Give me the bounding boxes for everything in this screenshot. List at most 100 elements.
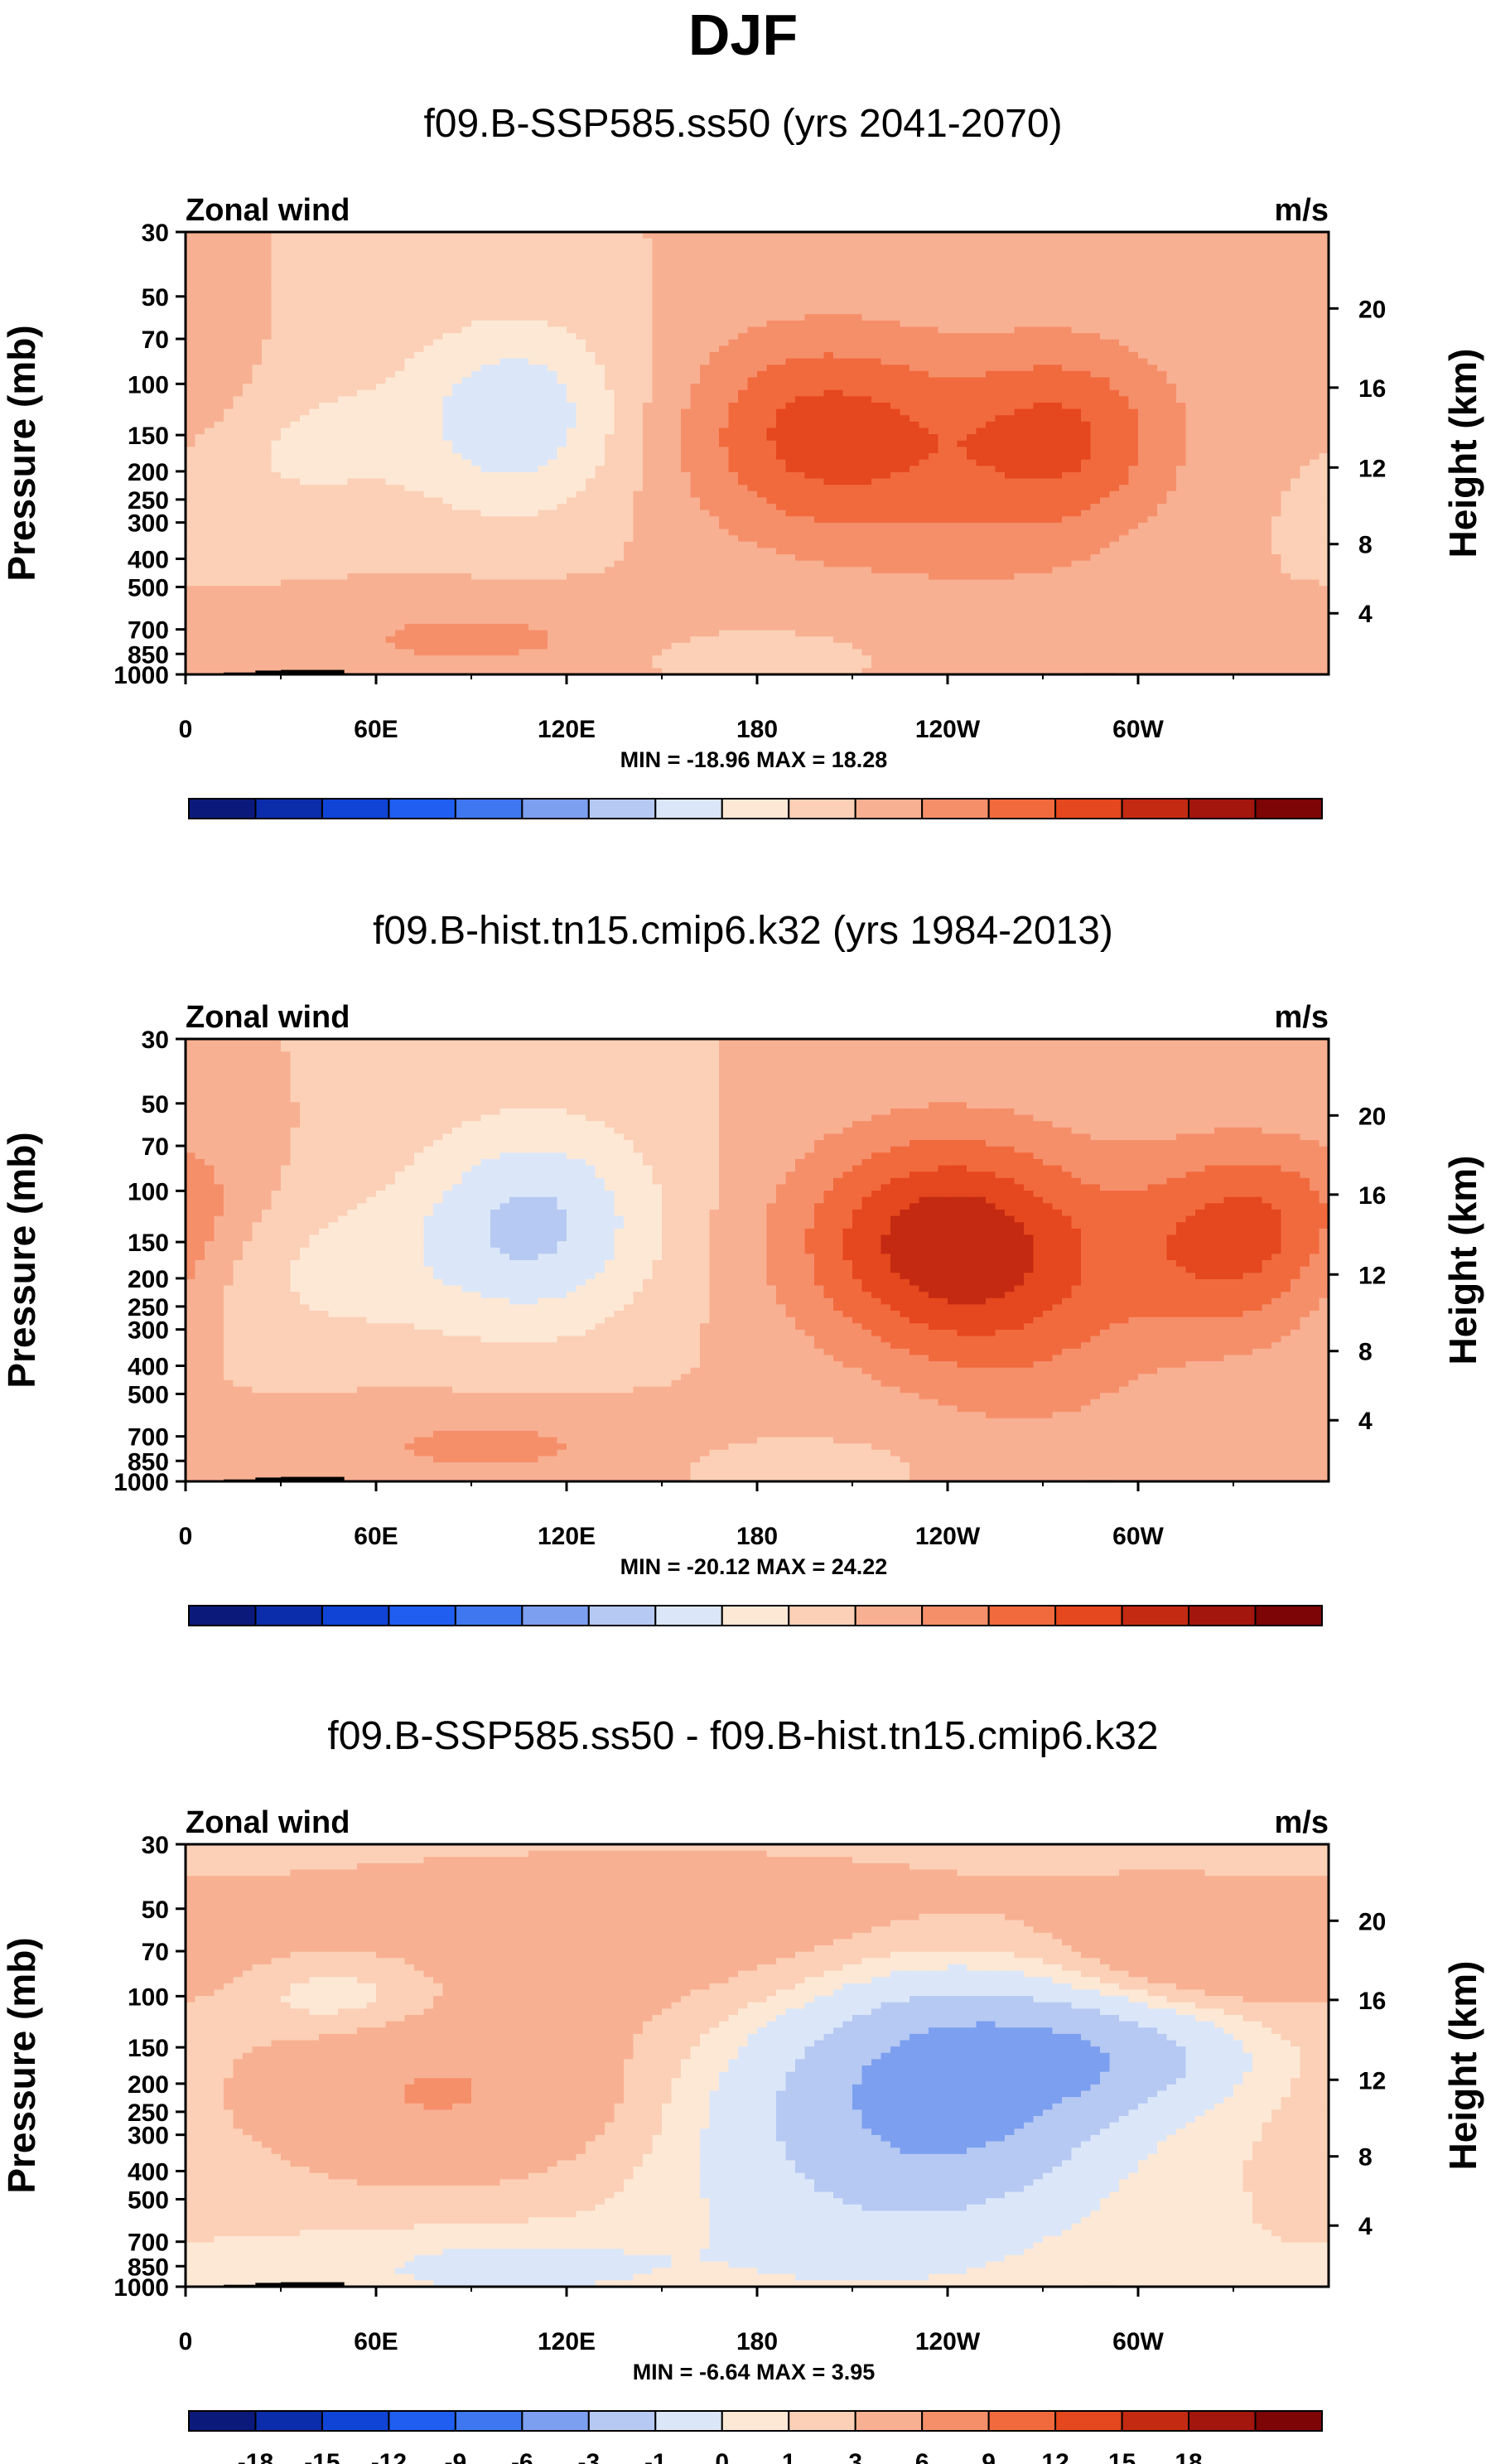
contour-cell bbox=[890, 389, 901, 397]
contour-cell bbox=[471, 276, 482, 283]
contour-cell bbox=[929, 276, 939, 283]
contour-cell bbox=[366, 428, 377, 435]
contour-cell bbox=[395, 283, 406, 290]
contour-cell bbox=[328, 485, 339, 492]
contour-cell bbox=[1090, 402, 1101, 410]
contour-cell bbox=[548, 377, 558, 384]
contour-cell bbox=[900, 320, 910, 328]
contour-cell bbox=[1147, 339, 1158, 346]
contour-cell bbox=[900, 370, 910, 379]
contour-cell bbox=[728, 471, 739, 480]
contour-cell bbox=[1185, 269, 1196, 277]
contour-cell bbox=[1052, 434, 1063, 442]
contour-cell bbox=[357, 389, 368, 397]
contour-cell bbox=[1157, 408, 1168, 416]
contour-cell bbox=[662, 345, 673, 353]
contour-cell bbox=[528, 453, 539, 461]
contour-cell bbox=[357, 453, 368, 461]
contour-cell bbox=[1033, 447, 1044, 454]
contour-cell bbox=[557, 358, 567, 365]
contour-cell bbox=[309, 365, 320, 372]
contour-cell bbox=[1252, 351, 1263, 360]
contour-cell bbox=[233, 402, 244, 410]
contour-cell bbox=[1223, 307, 1234, 315]
contour-cell bbox=[938, 485, 948, 492]
contour-cell bbox=[490, 326, 501, 334]
contour-cell bbox=[395, 478, 406, 486]
contour-cell bbox=[357, 238, 368, 245]
contour-cell bbox=[919, 453, 929, 461]
field-label: Zonal wind bbox=[186, 193, 350, 228]
contour-cell bbox=[842, 370, 853, 379]
contour-cell bbox=[1138, 434, 1149, 442]
contour-cell bbox=[709, 326, 720, 334]
contour-cell bbox=[319, 396, 330, 403]
contour-cell bbox=[1062, 434, 1073, 442]
contour-cell bbox=[738, 250, 749, 258]
contour-cell bbox=[567, 283, 577, 290]
contour-cell bbox=[395, 326, 406, 334]
contour-cell bbox=[186, 326, 196, 334]
contour-cell bbox=[785, 402, 796, 410]
contour-cell bbox=[433, 244, 444, 252]
contour-cell bbox=[224, 276, 234, 283]
contour-cell bbox=[929, 320, 939, 328]
contour-cell bbox=[395, 250, 406, 258]
contour-cell bbox=[643, 466, 654, 473]
contour-cell bbox=[186, 471, 196, 480]
contour-cell bbox=[1300, 257, 1310, 264]
contour-cell bbox=[909, 485, 920, 492]
contour-cell bbox=[957, 459, 967, 466]
contour-cell bbox=[1024, 276, 1035, 283]
contour-cell bbox=[442, 333, 453, 341]
contour-cell bbox=[881, 320, 891, 328]
contour-cell bbox=[567, 263, 577, 271]
contour-cell bbox=[1052, 339, 1063, 346]
contour-cell bbox=[281, 326, 292, 334]
contour-cell bbox=[1252, 421, 1263, 429]
contour-cell bbox=[224, 351, 234, 360]
contour-cell bbox=[224, 365, 234, 372]
contour-cell bbox=[205, 485, 215, 492]
contour-cell bbox=[909, 257, 920, 264]
contour-cell bbox=[205, 396, 215, 403]
contour-cell bbox=[442, 365, 453, 372]
contour-cell bbox=[480, 478, 491, 486]
contour-cell bbox=[1223, 257, 1234, 264]
contour-cell bbox=[919, 244, 929, 252]
contour-cell bbox=[700, 365, 711, 372]
contour-cell bbox=[471, 307, 482, 315]
contour-cell bbox=[766, 453, 777, 461]
contour-cell bbox=[652, 345, 663, 353]
contour-cell bbox=[938, 415, 948, 423]
contour-cell bbox=[338, 345, 349, 353]
contour-cell bbox=[1005, 466, 1016, 473]
contour-cell bbox=[328, 365, 339, 372]
contour-cell bbox=[586, 232, 596, 239]
contour-cell bbox=[205, 263, 215, 271]
contour-cell bbox=[652, 384, 663, 391]
contour-cell bbox=[395, 453, 406, 461]
contour-cell bbox=[271, 428, 282, 435]
contour-cell bbox=[519, 269, 529, 277]
contour-cell bbox=[214, 232, 224, 239]
contour-cell bbox=[366, 389, 377, 397]
contour-cell bbox=[567, 466, 577, 473]
contour-cell bbox=[709, 440, 720, 447]
contour-cell bbox=[328, 402, 339, 410]
contour-cell bbox=[766, 370, 777, 379]
contour-cell bbox=[986, 244, 996, 252]
contour-cell bbox=[557, 351, 567, 360]
contour-cell bbox=[1024, 250, 1035, 258]
contour-cell bbox=[747, 257, 758, 264]
contour-cell bbox=[433, 283, 444, 290]
contour-cell bbox=[776, 326, 787, 334]
contour-cell bbox=[738, 301, 749, 309]
contour-cell bbox=[842, 453, 853, 461]
contour-cell bbox=[957, 471, 967, 480]
contour-cell bbox=[1319, 396, 1329, 403]
contour-cell bbox=[614, 402, 625, 410]
contour-cell bbox=[1043, 415, 1054, 423]
contour-cell bbox=[1310, 283, 1320, 290]
contour-cell bbox=[1204, 238, 1215, 245]
